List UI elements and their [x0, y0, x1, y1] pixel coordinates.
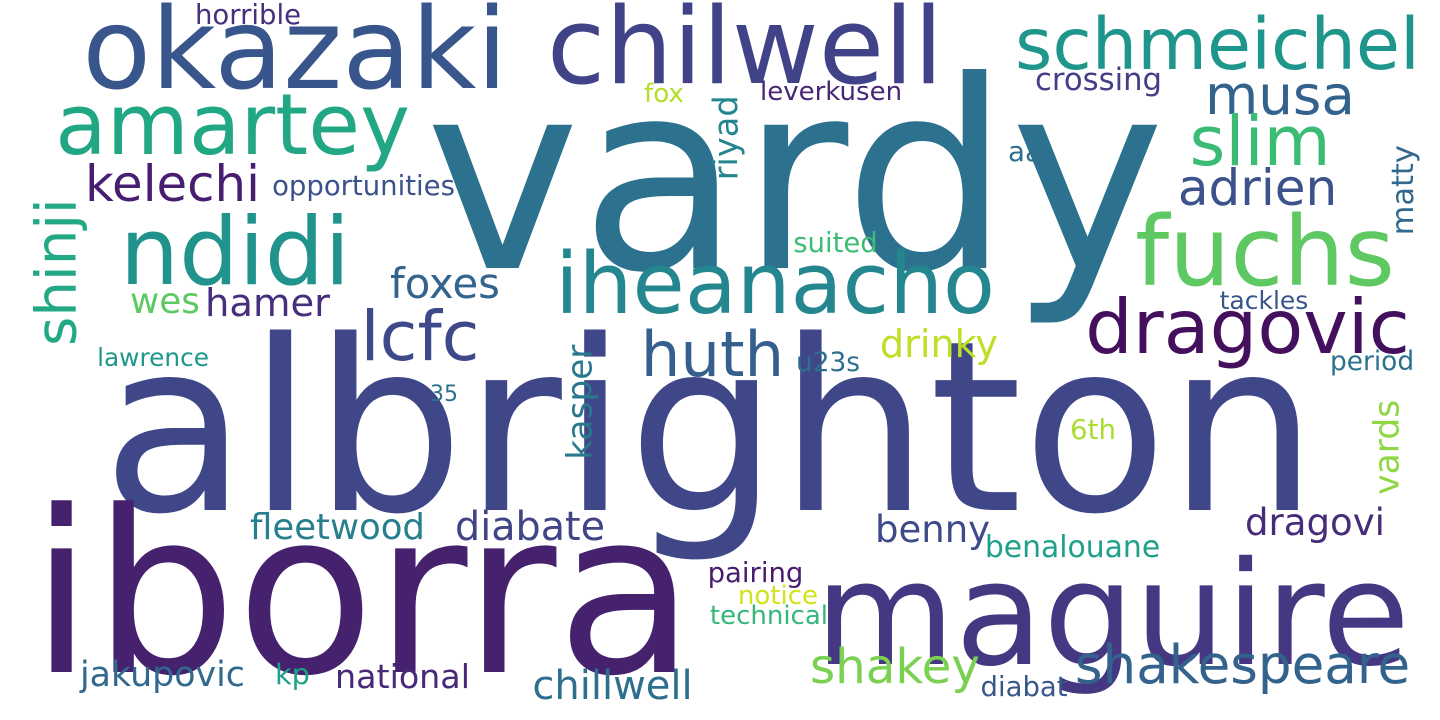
word-jakupovic: jakupovic — [80, 654, 245, 695]
word-period: period — [1330, 345, 1415, 377]
word-okazaki: okazaki — [82, 0, 508, 115]
word-huth: huth — [640, 317, 785, 391]
word-crossing: crossing — [1035, 62, 1163, 98]
word-albrighton: albrighton — [101, 291, 1319, 568]
word-fleetwood: fleetwood — [250, 507, 425, 549]
word-benny: benny — [875, 507, 991, 551]
word-diabate: diabate — [455, 504, 606, 551]
word-suited: suited — [793, 227, 878, 260]
word-notice: notice — [737, 581, 818, 611]
word-vardy: vardy — [425, 24, 1166, 330]
word-fox: fox — [644, 78, 684, 109]
word-adrien: adrien — [1177, 159, 1338, 217]
word-aa: aa — [1008, 135, 1042, 169]
word-opportunities: opportunities — [272, 170, 455, 203]
word-dragovic: dragovic — [1085, 283, 1410, 371]
word-technical: technical — [709, 601, 829, 631]
word-benalouane: benalouane — [984, 530, 1161, 566]
word-6th: 6th — [1070, 413, 1117, 447]
word-shakey: shakey — [810, 639, 980, 696]
word-shinji: shinji — [24, 198, 90, 347]
word-slim: slim — [1189, 102, 1331, 183]
word-diabat: diabat — [980, 671, 1068, 704]
word-tackles: tackles — [1219, 285, 1309, 315]
word-foxes: foxes — [390, 259, 500, 309]
word-pairing: pairing — [707, 557, 804, 590]
word-shakespeare: shakespeare — [1074, 633, 1411, 696]
word-musa: musa — [1205, 62, 1355, 127]
word-35: 35 — [430, 382, 458, 407]
word-matty: matty — [1385, 144, 1421, 236]
word-horrible: horrible — [195, 0, 302, 32]
word-chillwell: chillwell — [532, 663, 693, 709]
word-lawrence: lawrence — [97, 342, 209, 372]
word-iborra: iborra — [30, 463, 695, 720]
word-dragovi: dragovi — [1245, 500, 1385, 544]
word-vards: vards — [1366, 400, 1407, 496]
word-iheanacho: iheanacho — [555, 234, 995, 334]
word-kp: kp — [275, 656, 310, 691]
word-drinky: drinky — [879, 322, 998, 367]
word-u23s: u23s — [796, 346, 861, 378]
word-kelechi: kelechi — [85, 155, 260, 214]
word-fuchs: fuchs — [1135, 195, 1395, 309]
word-ndidi: ndidi — [119, 197, 351, 307]
word-wes: wes — [130, 281, 200, 323]
word-lcfc: lcfc — [360, 297, 480, 378]
word-schmeichel: schmeichel — [1015, 2, 1420, 87]
word-chilwell: chilwell — [546, 0, 944, 110]
word-kasper: kasper — [560, 344, 601, 461]
word-maguire: maguire — [815, 531, 1410, 699]
word-national: national — [335, 657, 470, 697]
word-amartey: amartey — [55, 75, 410, 174]
word-riyad: riyad — [706, 95, 746, 180]
word-leverkusen: leverkusen — [760, 77, 903, 107]
word-hamer: hamer — [205, 280, 331, 326]
